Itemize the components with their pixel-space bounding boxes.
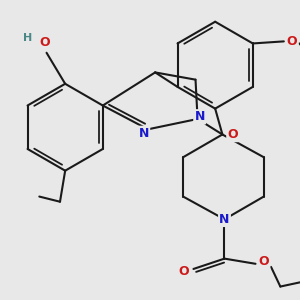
- Text: O: O: [287, 35, 297, 48]
- Text: H: H: [23, 33, 33, 43]
- Text: O: O: [259, 255, 269, 268]
- Text: O: O: [39, 36, 50, 49]
- Text: N: N: [194, 110, 205, 123]
- Text: O: O: [227, 128, 238, 141]
- Text: N: N: [139, 127, 149, 140]
- Text: O: O: [179, 265, 190, 278]
- Text: N: N: [219, 213, 230, 226]
